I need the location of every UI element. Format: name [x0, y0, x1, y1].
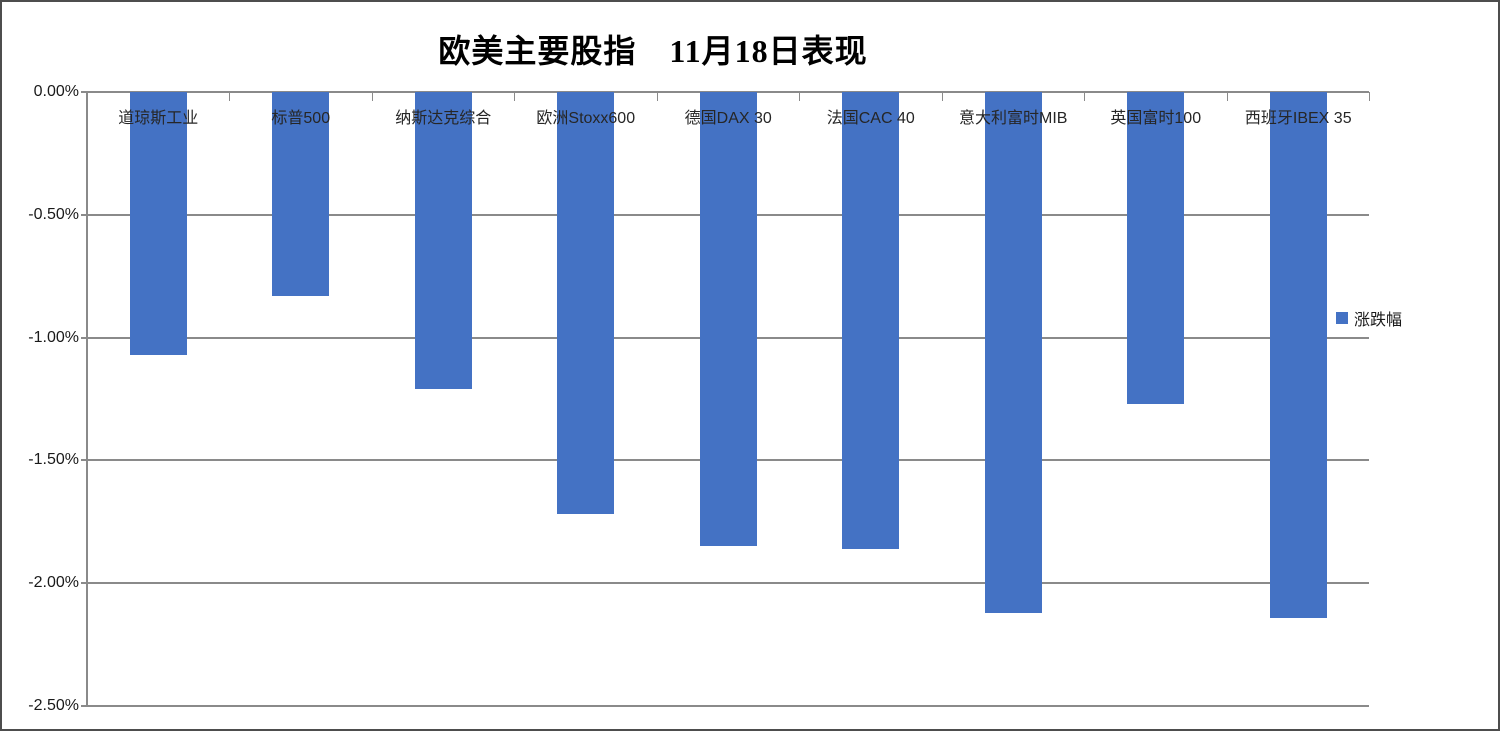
category-label: 纳斯达克综合	[395, 110, 492, 127]
category-axis-tick	[371, 92, 373, 101]
category-axis-tick	[514, 92, 515, 101]
gridline	[81, 705, 1369, 707]
bar	[842, 92, 900, 549]
category-axis-tick	[1226, 92, 1228, 101]
gridline	[81, 582, 1369, 585]
category-axis-tick	[656, 92, 658, 101]
category-axis-tick	[1084, 92, 1085, 101]
y-axis-label: -2.50%	[28, 697, 79, 714]
bar	[129, 92, 187, 355]
category-label: 标普500	[271, 110, 331, 127]
category-label: 德国DAX 30	[684, 110, 772, 127]
y-axis-line	[86, 92, 88, 706]
y-axis-label: -0.50%	[28, 205, 79, 223]
bar	[699, 92, 757, 547]
legend-label: 涨跌幅	[1354, 312, 1403, 329]
y-axis-label: -1.00%	[28, 328, 79, 346]
category-label: 意大利富时MIB	[959, 110, 1068, 127]
category-axis-tick	[86, 92, 88, 101]
category-label: 欧洲Stoxx600	[536, 110, 636, 127]
bar	[1127, 92, 1185, 404]
category-axis-tick	[229, 92, 230, 101]
bar	[272, 92, 330, 296]
category-axis-tick	[799, 92, 800, 101]
category-label: 西班牙IBEX 35	[1244, 110, 1352, 127]
category-label: 英国富时100	[1110, 110, 1202, 127]
legend: 涨跌幅	[1336, 306, 1402, 330]
bar	[1269, 92, 1327, 618]
y-axis-label: -1.50%	[28, 451, 79, 469]
chart-title: 欧美主要股指 11月18日表现	[438, 33, 868, 69]
bar	[984, 92, 1042, 613]
category-axis-tick	[941, 92, 943, 101]
category-axis-tick	[1369, 92, 1370, 101]
bar	[414, 92, 472, 390]
category-label: 道琼斯工业	[118, 110, 199, 127]
bar	[557, 92, 615, 515]
legend-marker-icon	[1336, 312, 1348, 324]
y-axis-label: -2.00%	[28, 574, 79, 592]
category-label: 法国CAC 40	[826, 110, 915, 127]
y-axis-label: 0.00%	[33, 83, 79, 100]
